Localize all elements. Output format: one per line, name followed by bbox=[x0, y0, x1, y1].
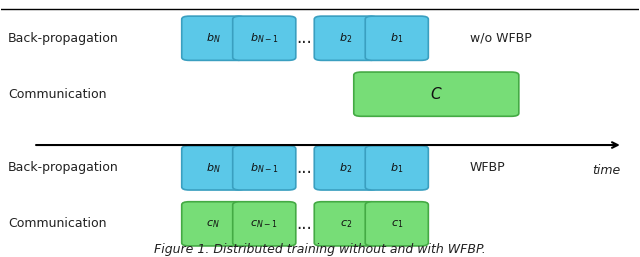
Text: $b_{N-1}$: $b_{N-1}$ bbox=[250, 31, 278, 45]
FancyBboxPatch shape bbox=[354, 72, 519, 116]
Text: $b_1$: $b_1$ bbox=[390, 31, 403, 45]
Text: w/o WFBP: w/o WFBP bbox=[470, 32, 531, 45]
Text: $b_{N-1}$: $b_{N-1}$ bbox=[250, 161, 278, 175]
Text: $b_2$: $b_2$ bbox=[339, 161, 353, 175]
Text: $c_N$: $c_N$ bbox=[207, 218, 220, 230]
FancyBboxPatch shape bbox=[233, 202, 296, 246]
Text: ...: ... bbox=[296, 159, 312, 177]
FancyBboxPatch shape bbox=[365, 146, 428, 190]
FancyBboxPatch shape bbox=[314, 16, 378, 60]
FancyBboxPatch shape bbox=[314, 146, 378, 190]
Text: ...: ... bbox=[296, 215, 312, 233]
Text: time: time bbox=[593, 164, 621, 177]
FancyBboxPatch shape bbox=[233, 16, 296, 60]
Text: WFBP: WFBP bbox=[470, 161, 506, 175]
Text: ...: ... bbox=[296, 29, 312, 47]
Text: Back-propagation: Back-propagation bbox=[8, 32, 118, 45]
Text: Communication: Communication bbox=[8, 217, 106, 230]
Text: $b_1$: $b_1$ bbox=[390, 161, 403, 175]
Text: $c_2$: $c_2$ bbox=[340, 218, 352, 230]
Text: $b_N$: $b_N$ bbox=[206, 161, 221, 175]
FancyBboxPatch shape bbox=[182, 146, 245, 190]
FancyBboxPatch shape bbox=[233, 146, 296, 190]
FancyBboxPatch shape bbox=[182, 202, 245, 246]
FancyBboxPatch shape bbox=[182, 16, 245, 60]
FancyBboxPatch shape bbox=[314, 202, 378, 246]
Text: Communication: Communication bbox=[8, 88, 106, 101]
Text: Figure 1. Distributed training without and with WFBP.: Figure 1. Distributed training without a… bbox=[154, 243, 486, 256]
Text: $b_N$: $b_N$ bbox=[206, 31, 221, 45]
FancyBboxPatch shape bbox=[365, 16, 428, 60]
Text: $b_2$: $b_2$ bbox=[339, 31, 353, 45]
FancyBboxPatch shape bbox=[365, 202, 428, 246]
Text: $c_{N-1}$: $c_{N-1}$ bbox=[250, 218, 278, 230]
Text: $C$: $C$ bbox=[430, 86, 443, 102]
Text: Back-propagation: Back-propagation bbox=[8, 161, 118, 175]
Text: $c_1$: $c_1$ bbox=[390, 218, 403, 230]
